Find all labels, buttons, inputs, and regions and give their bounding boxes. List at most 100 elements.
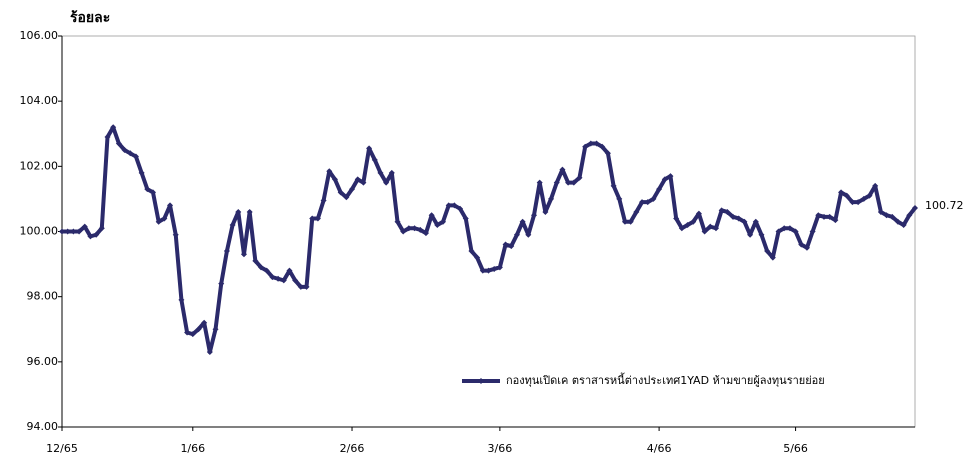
point-marker [292, 277, 299, 284]
point-marker [502, 241, 509, 248]
point-marker [644, 199, 651, 206]
y-tick-label: 100.00 [20, 225, 59, 238]
point-marker [536, 179, 543, 186]
point-marker [64, 228, 71, 235]
point-marker [428, 212, 435, 219]
point-marker [582, 143, 589, 150]
point-marker [525, 231, 532, 238]
y-tick-label: 94.00 [27, 420, 59, 433]
point-marker [610, 182, 617, 189]
series-line [62, 125, 917, 355]
point-marker [383, 179, 390, 186]
point-marker [155, 218, 162, 225]
point-marker [553, 179, 560, 186]
point-marker [877, 208, 884, 215]
point-marker [548, 195, 555, 202]
point-marker [894, 218, 901, 225]
point-marker [741, 218, 748, 225]
point-marker [349, 186, 356, 193]
point-marker [519, 218, 526, 225]
point-marker [275, 275, 282, 282]
point-marker [468, 248, 475, 255]
x-tick-label: 3/66 [488, 442, 513, 455]
point-marker [212, 326, 219, 333]
point-marker [331, 176, 338, 183]
point-marker [343, 194, 350, 201]
point-marker [735, 215, 742, 222]
point-marker [132, 153, 139, 160]
point-marker [587, 140, 594, 147]
point-marker [110, 124, 117, 131]
point-marker [724, 208, 731, 215]
point-marker [559, 166, 566, 173]
point-marker [121, 147, 128, 154]
point-marker [860, 195, 867, 202]
y-tick-label: 98.00 [27, 290, 59, 303]
point-marker [479, 267, 486, 274]
chart-title: ร้อยละ [70, 10, 110, 26]
point-marker [422, 230, 429, 237]
point-marker [144, 186, 151, 193]
point-marker [576, 174, 583, 181]
point-marker [462, 215, 469, 222]
point-marker [769, 254, 776, 261]
point-marker [240, 251, 247, 258]
point-marker [98, 225, 105, 232]
plot-frame [61, 35, 916, 428]
point-marker [530, 212, 537, 219]
point-marker [127, 150, 134, 157]
point-marker [93, 231, 100, 238]
point-marker [246, 208, 253, 215]
point-marker [661, 176, 668, 183]
point-marker [718, 207, 725, 214]
point-marker [394, 218, 401, 225]
point-marker [201, 319, 208, 326]
point-marker [149, 189, 156, 196]
point-marker [673, 215, 680, 222]
point-marker [451, 202, 458, 209]
point-marker [115, 140, 122, 147]
x-tick-label: 4/66 [647, 442, 672, 455]
point-marker [565, 179, 572, 186]
x-tick-label: 1/66 [180, 442, 205, 455]
point-marker [405, 225, 412, 232]
point-marker [223, 248, 230, 255]
point-marker [855, 199, 862, 206]
point-marker [747, 231, 754, 238]
point-marker [599, 143, 606, 150]
point-marker [758, 231, 765, 238]
point-marker [411, 225, 418, 232]
point-marker [832, 217, 839, 224]
point-marker [809, 228, 816, 235]
point-marker [354, 176, 361, 183]
point-marker [263, 267, 270, 274]
point-marker [627, 218, 634, 225]
point-marker [189, 331, 196, 338]
point-marker [883, 212, 890, 219]
x-tick-label: 12/65 [46, 442, 78, 455]
point-marker [485, 267, 492, 274]
point-marker [326, 168, 333, 175]
point-marker [434, 221, 441, 228]
point-marker [900, 221, 907, 228]
point-marker [792, 228, 799, 235]
point-marker [866, 192, 873, 199]
point-marker [371, 156, 378, 163]
point-marker [377, 169, 384, 176]
point-marker [178, 296, 185, 303]
point-marker [570, 179, 577, 186]
legend-marker [478, 378, 484, 384]
point-marker [889, 213, 896, 220]
point-marker [314, 215, 321, 222]
point-marker [445, 202, 452, 209]
point-marker [218, 280, 225, 287]
point-marker [604, 150, 611, 157]
point-marker [269, 274, 276, 281]
end-value-label: 100.72 [925, 199, 964, 212]
point-marker [184, 329, 191, 336]
point-marker [775, 228, 782, 235]
x-tick-label: 5/66 [783, 442, 808, 455]
point-marker [786, 225, 793, 232]
point-marker [491, 265, 498, 272]
point-marker [235, 208, 242, 215]
